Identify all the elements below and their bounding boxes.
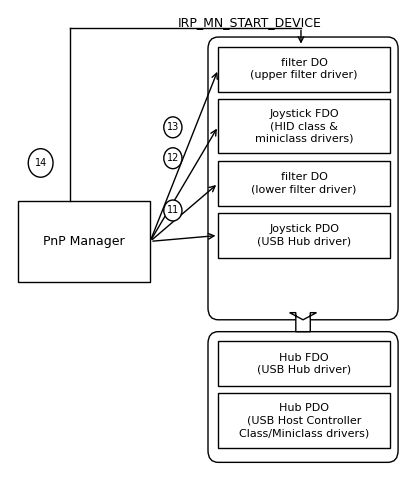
Bar <box>218 341 390 386</box>
Text: Joystick FDO
(HID class &
miniclass drivers): Joystick FDO (HID class & miniclass driv… <box>255 109 353 143</box>
Circle shape <box>164 200 182 221</box>
Circle shape <box>164 148 182 169</box>
Bar <box>218 99 390 153</box>
Bar <box>218 46 390 92</box>
Text: filter DO
(upper filter driver): filter DO (upper filter driver) <box>250 58 358 80</box>
Text: IRP_MN_START_DEVICE: IRP_MN_START_DEVICE <box>177 16 321 29</box>
Bar <box>218 213 390 258</box>
Bar <box>218 161 390 206</box>
Circle shape <box>164 117 182 138</box>
Text: filter DO
(lower filter driver): filter DO (lower filter driver) <box>251 172 357 195</box>
Text: 13: 13 <box>167 122 179 132</box>
Text: Hub FDO
(USB Hub driver): Hub FDO (USB Hub driver) <box>257 353 351 375</box>
Text: 11: 11 <box>167 206 179 216</box>
Text: 12: 12 <box>167 153 179 163</box>
Text: Joystick PDO
(USB Hub driver): Joystick PDO (USB Hub driver) <box>257 224 351 247</box>
Bar <box>18 201 150 282</box>
Text: Hub PDO
(USB Host Controller
Class/Miniclass drivers): Hub PDO (USB Host Controller Class/Minic… <box>239 403 369 438</box>
Text: PnP Manager: PnP Manager <box>43 235 125 248</box>
Polygon shape <box>290 313 317 332</box>
Bar <box>218 393 390 448</box>
Circle shape <box>28 149 53 177</box>
FancyBboxPatch shape <box>208 37 398 320</box>
Text: 14: 14 <box>35 158 47 168</box>
FancyBboxPatch shape <box>208 332 398 462</box>
